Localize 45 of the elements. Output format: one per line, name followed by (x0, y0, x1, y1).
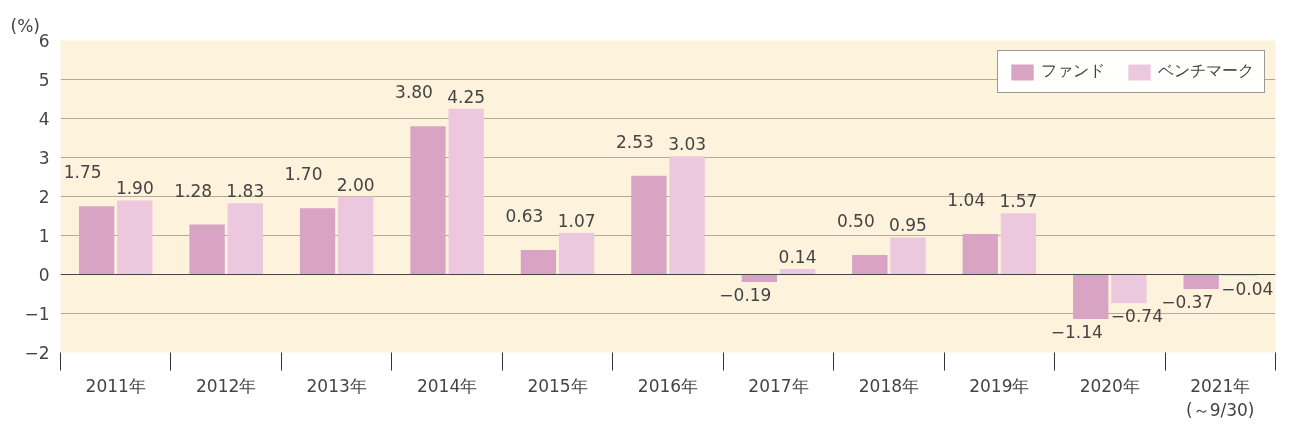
x-tick-label: 2016年 (637, 375, 699, 396)
data-label: 2.00 (336, 174, 375, 195)
y-tick-label: 5 (38, 70, 50, 90)
data-label: 1.70 (284, 164, 323, 185)
data-label: −0.04 (1221, 279, 1274, 300)
y-axis-title: (%) (10, 15, 40, 36)
legend-label: ファンド (1041, 61, 1105, 82)
data-label: 0.50 (836, 211, 875, 231)
data-label: 1.90 (115, 178, 154, 199)
y-tick-label: −1 (24, 304, 50, 324)
y-tick-label: 3 (38, 148, 50, 168)
data-label: 0.95 (889, 215, 927, 236)
data-label: 2.53 (615, 131, 654, 152)
data-label: −0.37 (1161, 291, 1214, 312)
x-tick-label: 2021年 (～9/30) (1186, 375, 1255, 420)
data-label: 1.28 (174, 180, 213, 201)
data-label: 1.83 (226, 181, 265, 202)
y-tick-label: 6 (38, 31, 50, 51)
data-label: −0.19 (719, 284, 772, 305)
y-tick-label: 1 (38, 226, 50, 246)
x-tick-label: 2014年 (416, 375, 478, 396)
data-label: 0.63 (505, 205, 544, 226)
data-label: 1.04 (947, 189, 986, 210)
data-label: 1.07 (557, 210, 596, 231)
data-label: 1.75 (63, 162, 102, 183)
data-label: −1.14 (1050, 321, 1103, 342)
data-label: 4.25 (447, 86, 486, 107)
x-tick-label: 2015年 (527, 375, 588, 396)
data-label: 3.03 (668, 134, 707, 155)
data-label: 3.80 (395, 82, 433, 103)
x-tick-label: 2013年 (306, 375, 367, 396)
data-label: 0.14 (778, 247, 817, 268)
x-tick-label: 2019年 (969, 375, 1030, 396)
y-tick-label: 4 (38, 109, 50, 129)
x-tick-label: 2018年 (858, 375, 920, 396)
y-tick-label: 2 (38, 187, 50, 207)
x-tick-label: 2012年 (196, 375, 257, 396)
x-tick-label: 2020年 (1079, 375, 1140, 396)
legend-label: ベンチマーク (1158, 61, 1254, 82)
data-label: −0.74 (1110, 306, 1163, 327)
x-tick-label: 2011年 (85, 375, 146, 396)
y-tick-label: 0 (38, 265, 50, 285)
data-label: 1.57 (999, 191, 1038, 212)
y-tick-label: −2 (24, 343, 50, 363)
x-tick-label: 2017年 (748, 375, 809, 396)
